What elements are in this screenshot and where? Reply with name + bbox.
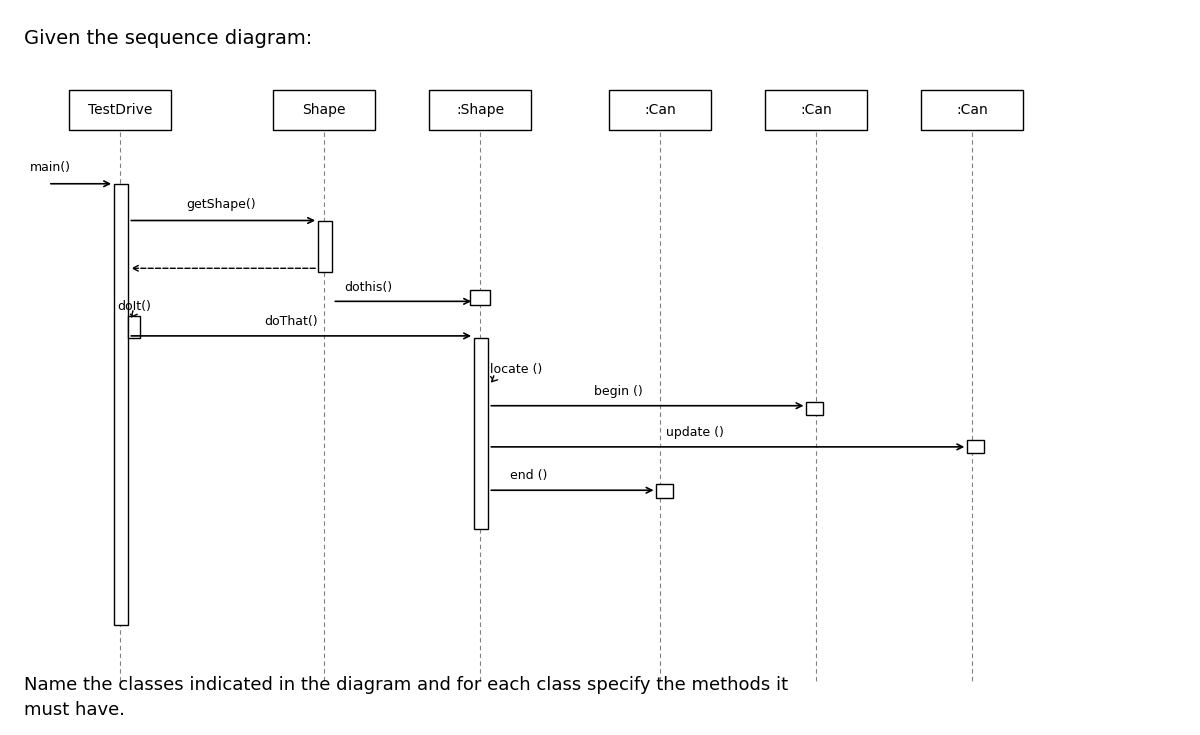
Bar: [114, 184, 128, 625]
Text: :Can: :Can: [956, 103, 988, 118]
Text: dothis(): dothis(): [344, 281, 392, 294]
FancyBboxPatch shape: [922, 90, 1022, 131]
Text: begin (): begin (): [594, 385, 643, 398]
Text: :Can: :Can: [800, 103, 832, 118]
Bar: [474, 338, 488, 529]
Text: TestDrive: TestDrive: [88, 103, 152, 118]
FancyBboxPatch shape: [430, 90, 532, 131]
Text: doIt(): doIt(): [118, 300, 151, 313]
Bar: [656, 484, 673, 498]
Text: :Can: :Can: [644, 103, 676, 118]
Text: end (): end (): [510, 469, 547, 482]
Text: main(): main(): [30, 161, 71, 174]
Bar: [470, 290, 490, 305]
FancyBboxPatch shape: [274, 90, 374, 131]
Text: update (): update (): [666, 426, 724, 439]
Bar: [806, 402, 823, 415]
FancyBboxPatch shape: [70, 90, 172, 131]
Bar: [318, 220, 332, 272]
Text: :Shape: :Shape: [456, 103, 504, 118]
Text: Name the classes indicated in the diagram and for each class specify the methods: Name the classes indicated in the diagra…: [24, 676, 788, 720]
FancyBboxPatch shape: [766, 90, 866, 131]
Text: Given the sequence diagram:: Given the sequence diagram:: [24, 29, 312, 49]
Text: doThat(): doThat(): [264, 315, 318, 328]
Bar: [967, 440, 984, 453]
Text: Shape: Shape: [302, 103, 346, 118]
FancyBboxPatch shape: [610, 90, 710, 131]
Text: getShape(): getShape(): [186, 198, 256, 211]
Bar: [128, 316, 140, 338]
Text: locate (): locate (): [490, 363, 542, 376]
